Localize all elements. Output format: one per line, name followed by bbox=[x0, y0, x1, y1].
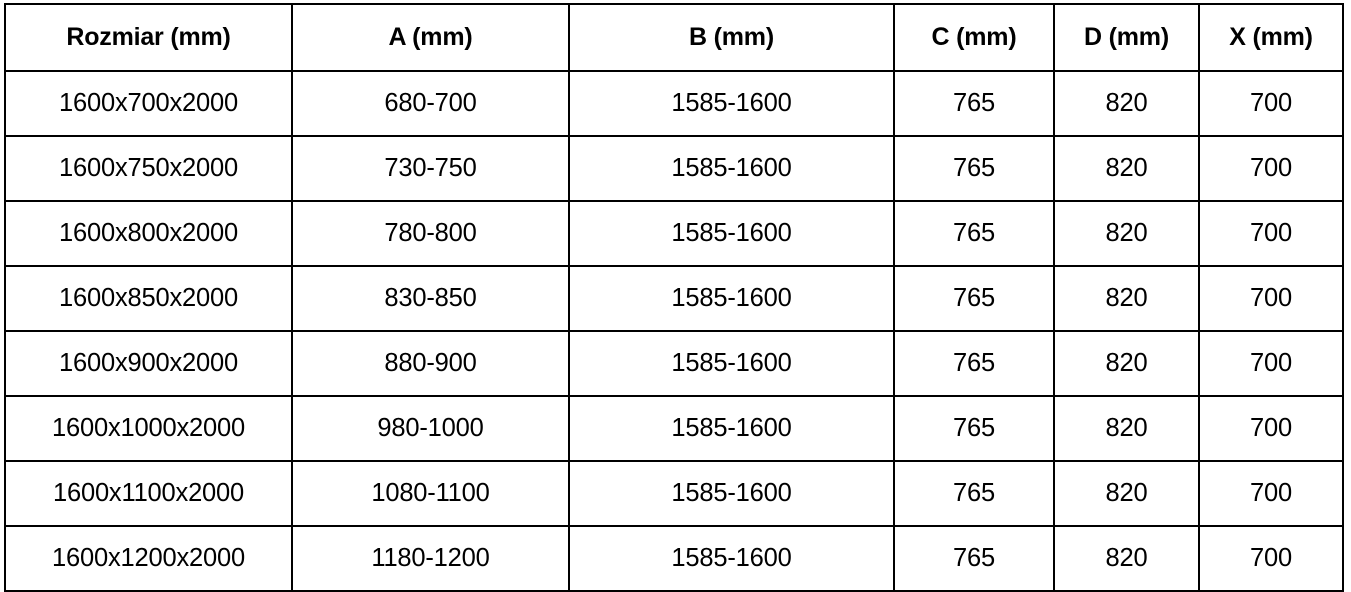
cell-a: 830-850 bbox=[291, 265, 570, 332]
column-header-size: Rozmiar (mm) bbox=[4, 3, 293, 72]
table-row: 1600x1000x2000 980-1000 1585-1600 765 820 700 bbox=[4, 395, 1344, 462]
cell-d: 820 bbox=[1053, 70, 1200, 137]
cell-x: 700 bbox=[1198, 395, 1344, 462]
cell-size: 1600x700x2000 bbox=[4, 70, 293, 137]
cell-a: 980-1000 bbox=[291, 395, 570, 462]
cell-size: 1600x1100x2000 bbox=[4, 460, 293, 527]
cell-c: 765 bbox=[893, 135, 1055, 202]
cell-c: 765 bbox=[893, 200, 1055, 267]
cell-b: 1585-1600 bbox=[568, 265, 895, 332]
cell-c: 765 bbox=[893, 525, 1055, 592]
cell-b: 1585-1600 bbox=[568, 460, 895, 527]
cell-d: 820 bbox=[1053, 460, 1200, 527]
cell-size: 1600x850x2000 bbox=[4, 265, 293, 332]
table-row: 1600x1200x2000 1180-1200 1585-1600 765 820 70… bbox=[4, 525, 1344, 592]
table-body: 1600x700x2000 680-700 1585-1600 765 820 700 16… bbox=[4, 70, 1344, 592]
cell-x: 700 bbox=[1198, 70, 1344, 137]
cell-b: 1585-1600 bbox=[568, 395, 895, 462]
cell-a: 780-800 bbox=[291, 200, 570, 267]
cell-a: 680-700 bbox=[291, 70, 570, 137]
table-row: 1600x850x2000 830-850 1585-1600 765 820 700 bbox=[4, 265, 1344, 332]
column-header-b: B (mm) bbox=[568, 3, 895, 72]
spec-table-container: Rozmiar (mm) A (mm) B (mm) C (mm) D (mm)… bbox=[4, 3, 1344, 592]
cell-size: 1600x1200x2000 bbox=[4, 525, 293, 592]
cell-x: 700 bbox=[1198, 330, 1344, 397]
column-header-d: D (mm) bbox=[1053, 3, 1200, 72]
cell-c: 765 bbox=[893, 395, 1055, 462]
cell-d: 820 bbox=[1053, 525, 1200, 592]
cell-a: 1080-1100 bbox=[291, 460, 570, 527]
cell-a: 880-900 bbox=[291, 330, 570, 397]
dimensions-table: Rozmiar (mm) A (mm) B (mm) C (mm) D (mm)… bbox=[4, 3, 1344, 592]
table-row: 1600x800x2000 780-800 1585-1600 765 820 700 bbox=[4, 200, 1344, 267]
cell-d: 820 bbox=[1053, 135, 1200, 202]
table-row: 1600x900x2000 880-900 1585-1600 765 820 700 bbox=[4, 330, 1344, 397]
cell-c: 765 bbox=[893, 330, 1055, 397]
cell-x: 700 bbox=[1198, 135, 1344, 202]
column-header-x: X (mm) bbox=[1198, 3, 1344, 72]
cell-x: 700 bbox=[1198, 265, 1344, 332]
table-row: 1600x750x2000 730-750 1585-1600 765 820 700 bbox=[4, 135, 1344, 202]
cell-d: 820 bbox=[1053, 330, 1200, 397]
cell-c: 765 bbox=[893, 460, 1055, 527]
cell-a: 730-750 bbox=[291, 135, 570, 202]
column-header-a: A (mm) bbox=[291, 3, 570, 72]
cell-b: 1585-1600 bbox=[568, 200, 895, 267]
cell-b: 1585-1600 bbox=[568, 330, 895, 397]
cell-size: 1600x1000x2000 bbox=[4, 395, 293, 462]
table-row: 1600x700x2000 680-700 1585-1600 765 820 700 bbox=[4, 70, 1344, 137]
cell-b: 1585-1600 bbox=[568, 70, 895, 137]
cell-a: 1180-1200 bbox=[291, 525, 570, 592]
cell-b: 1585-1600 bbox=[568, 525, 895, 592]
cell-d: 820 bbox=[1053, 200, 1200, 267]
cell-size: 1600x800x2000 bbox=[4, 200, 293, 267]
cell-d: 820 bbox=[1053, 395, 1200, 462]
column-header-c: C (mm) bbox=[893, 3, 1055, 72]
cell-size: 1600x750x2000 bbox=[4, 135, 293, 202]
cell-x: 700 bbox=[1198, 525, 1344, 592]
table-row: 1600x1100x2000 1080-1100 1585-1600 765 820 70… bbox=[4, 460, 1344, 527]
table-header: Rozmiar (mm) A (mm) B (mm) C (mm) D (mm)… bbox=[4, 3, 1344, 72]
cell-x: 700 bbox=[1198, 200, 1344, 267]
cell-x: 700 bbox=[1198, 460, 1344, 527]
table-header-row: Rozmiar (mm) A (mm) B (mm) C (mm) D (mm)… bbox=[4, 3, 1344, 72]
cell-b: 1585-1600 bbox=[568, 135, 895, 202]
cell-c: 765 bbox=[893, 70, 1055, 137]
cell-size: 1600x900x2000 bbox=[4, 330, 293, 397]
cell-c: 765 bbox=[893, 265, 1055, 332]
cell-d: 820 bbox=[1053, 265, 1200, 332]
